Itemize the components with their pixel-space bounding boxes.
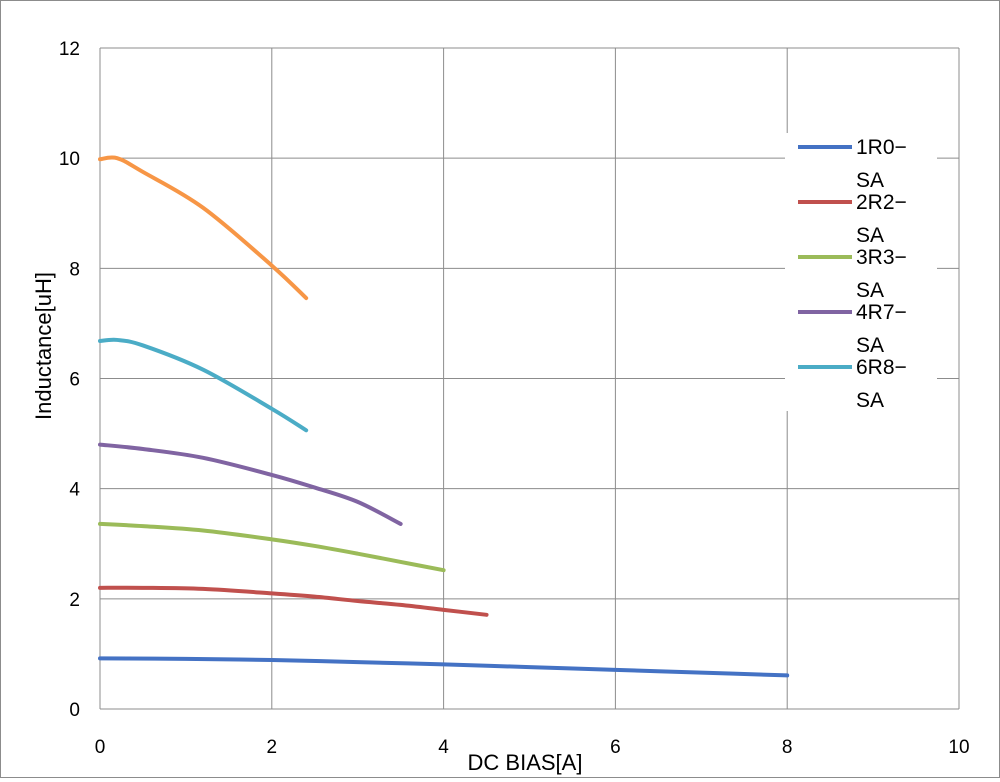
x-tick-label: 6 — [610, 737, 621, 758]
legend-label-2r2-sa: 2R2− — [856, 191, 907, 214]
y-tick-label: 12 — [59, 39, 80, 60]
legend-label-4r7-sa: 4R7− — [856, 301, 907, 324]
legend-label-2r2-sa: SA — [856, 224, 884, 247]
legend-label-1r0-sa: SA — [856, 169, 884, 192]
series-line-4r7-sa — [98, 442, 403, 526]
x-tick-label: 2 — [267, 737, 278, 758]
legend-label-3r3-sa: SA — [856, 279, 884, 302]
legend-label-4r7-sa: SA — [856, 334, 884, 357]
legend-label-3r3-sa: 3R3− — [856, 246, 907, 269]
y-axis-title: Inductance[uH] — [31, 272, 56, 420]
x-tick-label: 4 — [438, 737, 449, 758]
y-tick-label: 0 — [69, 700, 80, 721]
y-tick-label: 2 — [69, 590, 80, 611]
x-axis-title: DC BIAS[A] — [468, 750, 583, 775]
legend-label-6r8-sa: 6R8− — [856, 356, 907, 379]
tick-labels: 0 2 4 6 8 10 12 0 2 4 6 8 10 — [59, 39, 970, 758]
y-tick-label: 4 — [69, 480, 80, 501]
series-lines — [98, 155, 790, 678]
x-tick-label: 8 — [782, 737, 793, 758]
y-tick-label: 6 — [69, 370, 80, 391]
series-line-1r0-sa — [98, 656, 790, 678]
series-line-6r8-sa — [98, 337, 309, 433]
legend-label-1r0-sa: 1R0− — [856, 136, 907, 159]
y-tick-label: 8 — [69, 259, 80, 280]
y-tick-label: 10 — [59, 149, 80, 170]
legend-box — [785, 133, 937, 411]
legend-label-6r8-sa: SA — [856, 389, 884, 412]
series-line-unnamed-5 — [98, 155, 309, 301]
series-line-2r2-sa — [98, 585, 489, 617]
x-tick-label: 0 — [95, 737, 106, 758]
series-line-3r3-sa — [98, 521, 446, 573]
x-tick-label: 10 — [948, 737, 969, 758]
